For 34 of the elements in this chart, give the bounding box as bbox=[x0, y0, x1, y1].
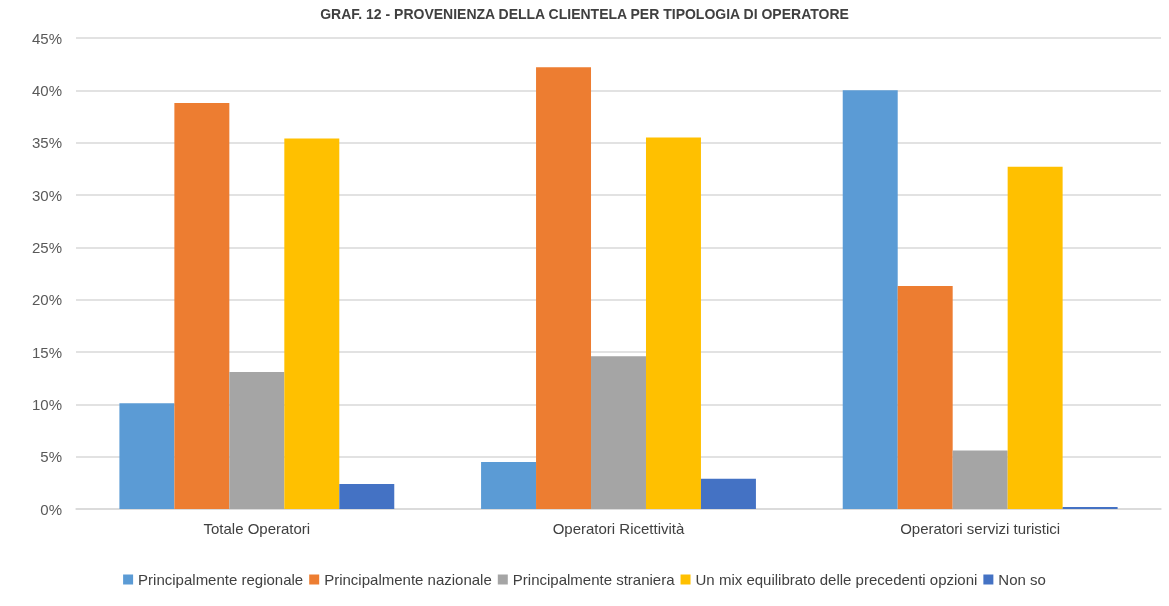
y-tick-label: 30% bbox=[31, 186, 62, 204]
x-tick-label: Operatori Ricettività bbox=[552, 520, 686, 537]
x-tick-label: Operatori servizi turistici bbox=[900, 520, 1061, 537]
legend-label: Un mix equilibrato delle precedenti opzioni bbox=[695, 571, 978, 588]
chart-title: GRAF. 12 - PROVENIENZA DELLA CLIENTELA PER TIPOLOGIA DI OPERATORE bbox=[320, 6, 849, 22]
bar bbox=[339, 483, 395, 509]
bar bbox=[174, 102, 230, 509]
legend-label: Principalmente nazionale bbox=[324, 571, 492, 588]
y-tick-label: 35% bbox=[31, 134, 62, 152]
bar bbox=[481, 461, 537, 509]
legend-label: Non so bbox=[998, 571, 1046, 588]
y-tick-label: 15% bbox=[31, 343, 62, 361]
y-tick-label: 40% bbox=[31, 81, 62, 99]
bar bbox=[645, 137, 701, 509]
y-tick-label: 20% bbox=[31, 291, 62, 309]
bar bbox=[700, 478, 756, 509]
y-tick-label: 45% bbox=[31, 29, 62, 47]
bar bbox=[284, 138, 340, 509]
bar bbox=[229, 371, 285, 509]
legend-label: Principalmente straniera bbox=[512, 571, 676, 588]
bar bbox=[952, 450, 1008, 509]
bar bbox=[842, 90, 898, 509]
y-tick-label: 0% bbox=[40, 500, 62, 518]
x-tick-label: Totale Operatori bbox=[203, 520, 311, 537]
bar bbox=[591, 356, 646, 509]
bar bbox=[536, 67, 592, 509]
bar bbox=[119, 403, 175, 509]
y-tick-label: 10% bbox=[31, 395, 62, 413]
bar bbox=[1007, 166, 1063, 509]
legend-label: Principalmente regionale bbox=[138, 571, 304, 588]
bar bbox=[1062, 506, 1118, 509]
y-tick-label: 25% bbox=[31, 238, 62, 256]
y-tick-label: 5% bbox=[40, 448, 62, 466]
bar bbox=[897, 286, 953, 509]
